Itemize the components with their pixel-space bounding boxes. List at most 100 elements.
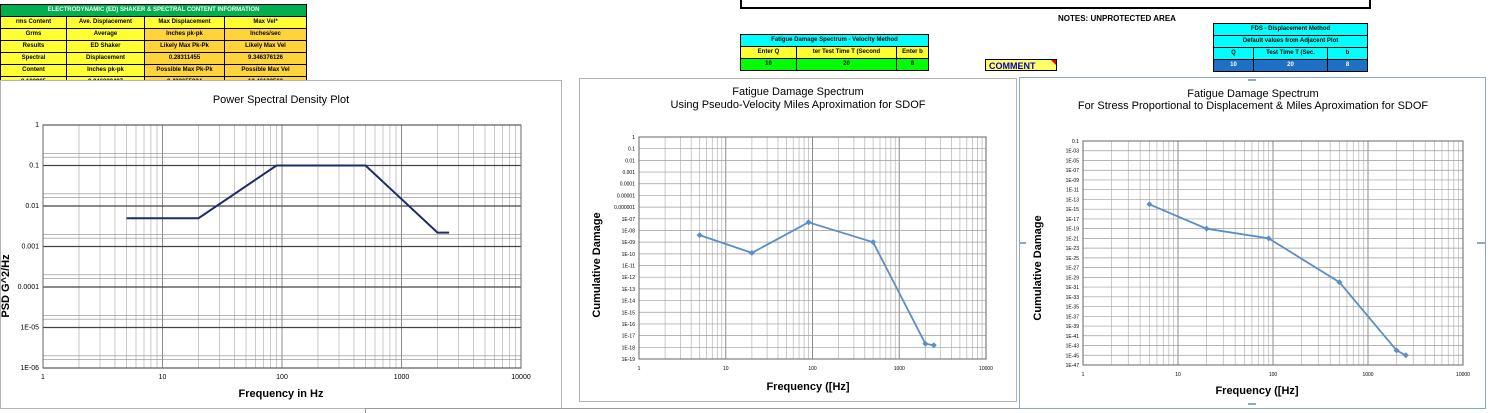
cell[interactable]: Ave. Displacement — [66, 16, 145, 29]
cell[interactable]: Inches pk-pk — [144, 28, 225, 41]
y-tick-label: 1E-19 — [622, 357, 636, 363]
y-tick-label: 1E-37 — [1066, 314, 1080, 320]
bottom-divider — [365, 408, 1019, 409]
y-tick-label: 1E-11 — [1066, 188, 1079, 194]
y-tick-label: 0.000001 — [614, 205, 635, 211]
cell[interactable]: Likely Max Pk-Pk — [144, 40, 225, 53]
cell[interactable]: Likely Max Vel — [223, 40, 308, 53]
notes-label: NOTES: UNPROTECTED AREA — [1058, 14, 1176, 23]
y-tick-label: 1E-21 — [1066, 236, 1080, 242]
y-tick-label: 1E-09 — [1066, 178, 1080, 184]
psd-chart-svg: Power Spectral Density Plot Frequency in… — [1, 94, 531, 400]
enter-q-label: Enter Q — [740, 46, 797, 59]
top-text-box[interactable] — [740, 0, 1371, 9]
resize-handle[interactable] — [1248, 403, 1256, 405]
x-tick-label: 10 — [723, 366, 729, 372]
cell[interactable]: 9.346376126 — [223, 52, 308, 65]
y-tick-label: 1E-41 — [1066, 334, 1080, 340]
x-tick-label: 10 — [159, 374, 167, 381]
cell[interactable]: Spectral — [0, 52, 67, 65]
data-point — [1336, 279, 1343, 286]
psd-y-axis-label: PSD G^2/Hz — [1, 254, 12, 318]
fds-displacement-x-axis-label: Frequency ([Hz] — [1215, 385, 1298, 397]
fds-displacement-y-axis-label: Cumulative Damage — [1032, 215, 1044, 320]
data-point — [1402, 352, 1409, 359]
y-tick-label: 1E-29 — [1066, 275, 1080, 281]
x-tick-label: 1000 — [1362, 372, 1373, 378]
cell[interactable]: Max Displacement — [144, 16, 225, 29]
fds-velocity-subtitle: Using Pseudo-Velocity Miles Aproximation… — [671, 99, 926, 111]
y-tick-label: 0.00001 — [617, 193, 635, 199]
data-point — [805, 219, 812, 226]
cell[interactable]: Inches pk-pk — [66, 64, 145, 77]
y-tick-label: 1E-15 — [622, 310, 636, 316]
y-tick-label: 1E-15 — [1066, 207, 1080, 213]
cell[interactable]: 0.28311455 — [144, 52, 225, 65]
fds-velocity-chart[interactable]: Fatigue Damage Spectrum Using Pseudo-Vel… — [579, 78, 1017, 402]
y-tick-label: 1 — [35, 122, 39, 129]
resize-handle[interactable] — [1020, 242, 1026, 244]
displacement-fds-table: FDS - Displacement Method Default values… — [1212, 23, 1369, 72]
y-tick-label: 1E-12 — [622, 275, 636, 281]
cell[interactable]: Average — [66, 28, 145, 41]
x-tick-label: 1 — [638, 366, 641, 372]
data-point — [922, 340, 929, 347]
y-tick-label: 1E-09 — [622, 240, 636, 246]
psd-chart-title: Power Spectral Density Plot — [213, 94, 349, 106]
y-tick-label: 0.0001 — [620, 182, 636, 188]
y-tick-label: 1E-14 — [622, 299, 636, 305]
test-time-input[interactable]: 20 — [796, 58, 897, 71]
y-tick-label: 1E-39 — [1066, 324, 1080, 330]
series-line — [126, 164, 450, 234]
resize-handle[interactable] — [1477, 242, 1485, 244]
fds-displacement-subtitle: For Stress Proportional to Displacement … — [1078, 100, 1429, 112]
cell[interactable]: Grms — [0, 28, 67, 41]
x-tick-label: 10 — [1175, 372, 1181, 378]
q-label: Q — [1213, 47, 1254, 60]
y-tick-label: 0.0001 — [18, 284, 40, 291]
y-tick-label: 0.1 — [29, 163, 39, 170]
y-tick-label: 1E-07 — [1066, 168, 1080, 174]
b-label: b — [1326, 47, 1369, 60]
y-tick-label: 1E-05 — [1066, 158, 1080, 164]
y-tick-label: 1E-13 — [622, 287, 636, 293]
fds-velocity-title: Fatigue Damage Spectrum — [732, 86, 863, 98]
y-tick-label: 1E-16 — [622, 322, 636, 328]
x-tick-label: 10000 — [979, 366, 993, 372]
cell[interactable]: Possible Max Vel — [223, 64, 308, 77]
cell[interactable]: rms Content — [0, 16, 67, 29]
cell[interactable]: Results — [0, 40, 67, 53]
cell[interactable]: Displacement — [66, 52, 145, 65]
data-point — [748, 249, 755, 256]
series-line — [1149, 203, 1407, 357]
psd-chart[interactable]: Power Spectral Density Plot Frequency in… — [0, 80, 562, 409]
data-point — [930, 342, 937, 349]
y-tick-label: 1E-07 — [622, 217, 636, 223]
y-tick-label: 0.001 — [622, 170, 635, 176]
fds-displacement-chart-svg: Fatigue Damage Spectrum For Stress Propo… — [1020, 79, 1485, 405]
cell[interactable]: ED Shaker — [66, 40, 145, 53]
shaker-info-table: ELECTRODYNAMIC (ED) SHAKER & SPECTRAL CO… — [0, 4, 308, 89]
fds-displacement-chart[interactable]: Fatigue Damage Spectrum For Stress Propo… — [1019, 77, 1486, 409]
cell[interactable]: Max Vel* — [223, 16, 308, 29]
y-tick-label: 1E-17 — [1066, 217, 1080, 223]
y-tick-label: 1E-33 — [1066, 295, 1080, 301]
y-tick-label: 1E-10 — [622, 252, 636, 258]
x-tick-label: 1000 — [894, 366, 905, 372]
data-point — [696, 232, 703, 239]
q-input[interactable]: 10 — [740, 58, 797, 71]
comment-note[interactable]: COMMENT — [985, 59, 1057, 71]
y-tick-label: 0.1 — [628, 147, 635, 153]
psd-x-axis-label: Frequency in Hz — [239, 388, 324, 400]
cell[interactable]: Possible Max Pk-Pk — [144, 64, 225, 77]
cell[interactable]: Content — [0, 64, 67, 77]
b-input[interactable]: 8 — [895, 58, 930, 71]
y-tick-label: 1E-06 — [20, 365, 39, 372]
y-tick-label: 0.1 — [1072, 139, 1079, 145]
q-value[interactable]: 10 — [1213, 59, 1254, 72]
resize-handle[interactable] — [1248, 79, 1256, 81]
b-value[interactable]: 8 — [1326, 59, 1369, 72]
test-time-value[interactable]: 20 — [1253, 59, 1328, 72]
y-tick-label: 1E-11 — [622, 264, 635, 270]
cell[interactable]: Inches/sec — [223, 28, 308, 41]
